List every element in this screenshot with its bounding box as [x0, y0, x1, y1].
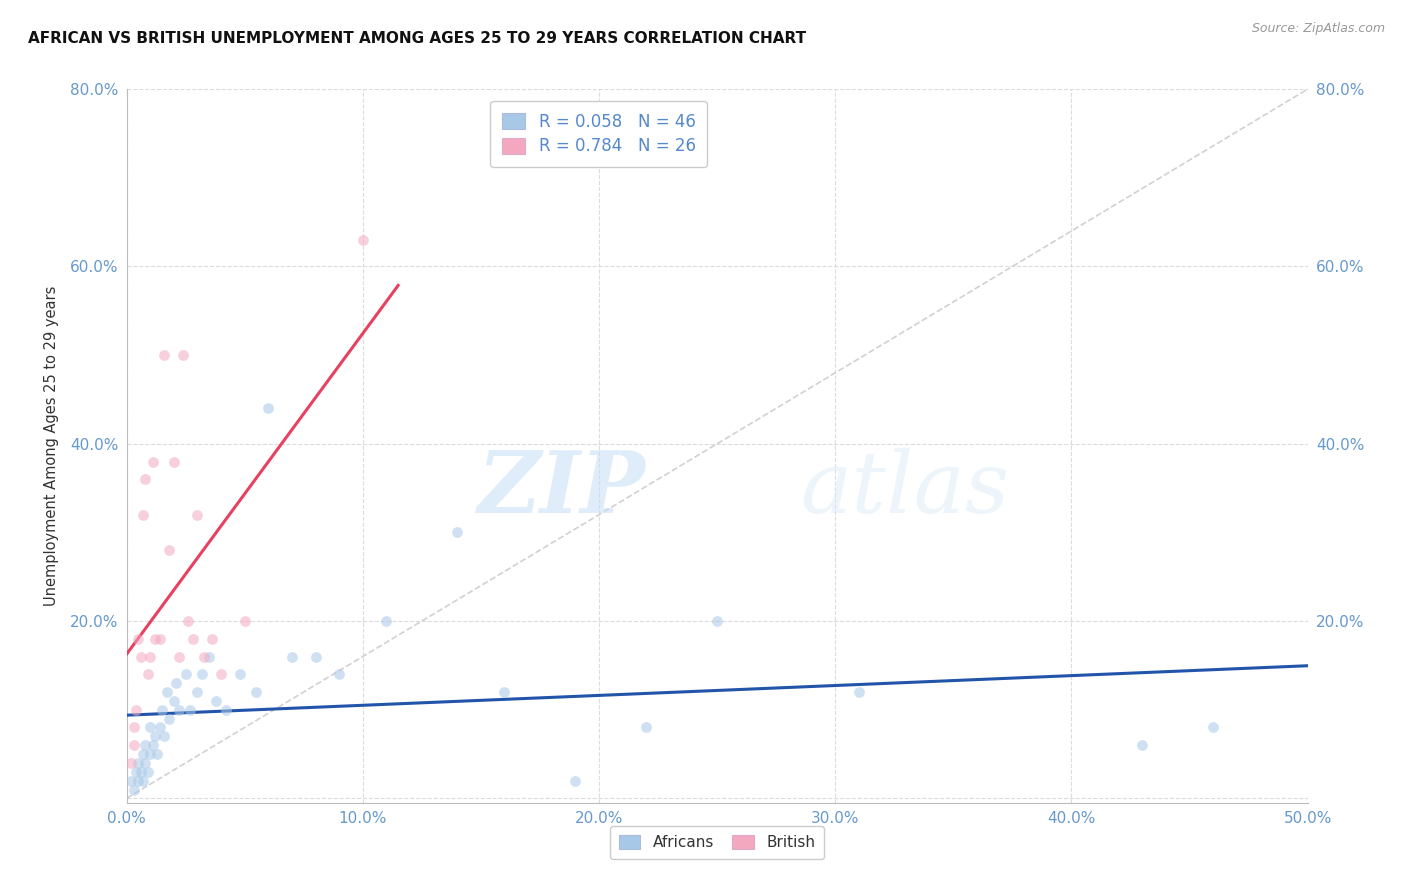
Point: [132, 508, 155, 522]
Point: [122, 738, 145, 752]
Point: [143, 632, 166, 646]
Point: [281, 649, 304, 664]
Text: ZIP: ZIP: [478, 447, 647, 531]
Point: [179, 703, 201, 717]
Point: [257, 401, 280, 416]
Point: [352, 233, 374, 247]
Point: [139, 649, 162, 664]
Point: [150, 703, 173, 717]
Point: [127, 756, 149, 770]
Point: [706, 614, 728, 628]
Point: [125, 764, 148, 779]
Point: [149, 632, 172, 646]
Point: [129, 649, 152, 664]
Point: [129, 764, 152, 779]
Point: [375, 614, 398, 628]
Point: [205, 694, 228, 708]
Point: [149, 721, 172, 735]
Point: [304, 649, 326, 664]
Point: [446, 525, 468, 540]
Y-axis label: Unemployment Among Ages 25 to 29 years: Unemployment Among Ages 25 to 29 years: [44, 285, 59, 607]
Point: [157, 543, 180, 558]
Point: [122, 782, 145, 797]
Point: [1130, 738, 1153, 752]
Point: [120, 756, 142, 770]
Point: [209, 667, 232, 681]
Point: [134, 738, 156, 752]
Point: [215, 703, 238, 717]
Point: [177, 614, 200, 628]
Point: [120, 773, 142, 788]
Point: [125, 703, 148, 717]
Point: [153, 348, 176, 362]
Point: [156, 685, 179, 699]
Point: [167, 649, 190, 664]
Point: [163, 454, 186, 468]
Point: [139, 747, 162, 761]
Point: [848, 685, 870, 699]
Point: [191, 667, 214, 681]
Point: [172, 348, 194, 362]
Point: [141, 738, 163, 752]
Point: [181, 632, 204, 646]
Point: [328, 667, 350, 681]
Point: [1202, 721, 1225, 735]
Point: [245, 685, 267, 699]
Point: [229, 667, 252, 681]
Point: [198, 649, 221, 664]
Text: Source: ZipAtlas.com: Source: ZipAtlas.com: [1251, 22, 1385, 36]
Point: [200, 632, 222, 646]
Point: [186, 508, 208, 522]
Point: [132, 747, 155, 761]
Point: [134, 756, 156, 770]
Point: [174, 667, 197, 681]
Point: [136, 764, 159, 779]
Point: [165, 676, 187, 690]
Point: [494, 685, 516, 699]
Point: [139, 721, 162, 735]
Point: [122, 721, 145, 735]
Point: [564, 773, 586, 788]
Point: [193, 649, 215, 664]
Point: [143, 729, 166, 743]
Point: [127, 632, 149, 646]
Point: [157, 712, 180, 726]
Point: [233, 614, 256, 628]
Text: AFRICAN VS BRITISH UNEMPLOYMENT AMONG AGES 25 TO 29 YEARS CORRELATION CHART: AFRICAN VS BRITISH UNEMPLOYMENT AMONG AG…: [28, 31, 806, 46]
Point: [163, 694, 186, 708]
Point: [636, 721, 658, 735]
Point: [141, 454, 163, 468]
Point: [146, 747, 169, 761]
Point: [127, 773, 149, 788]
Point: [186, 685, 208, 699]
Point: [134, 472, 156, 486]
Legend: Africans, British: Africans, British: [610, 825, 824, 859]
Point: [167, 703, 190, 717]
Point: [132, 773, 155, 788]
Point: [153, 729, 176, 743]
Point: [136, 667, 159, 681]
Text: atlas: atlas: [800, 448, 1010, 530]
